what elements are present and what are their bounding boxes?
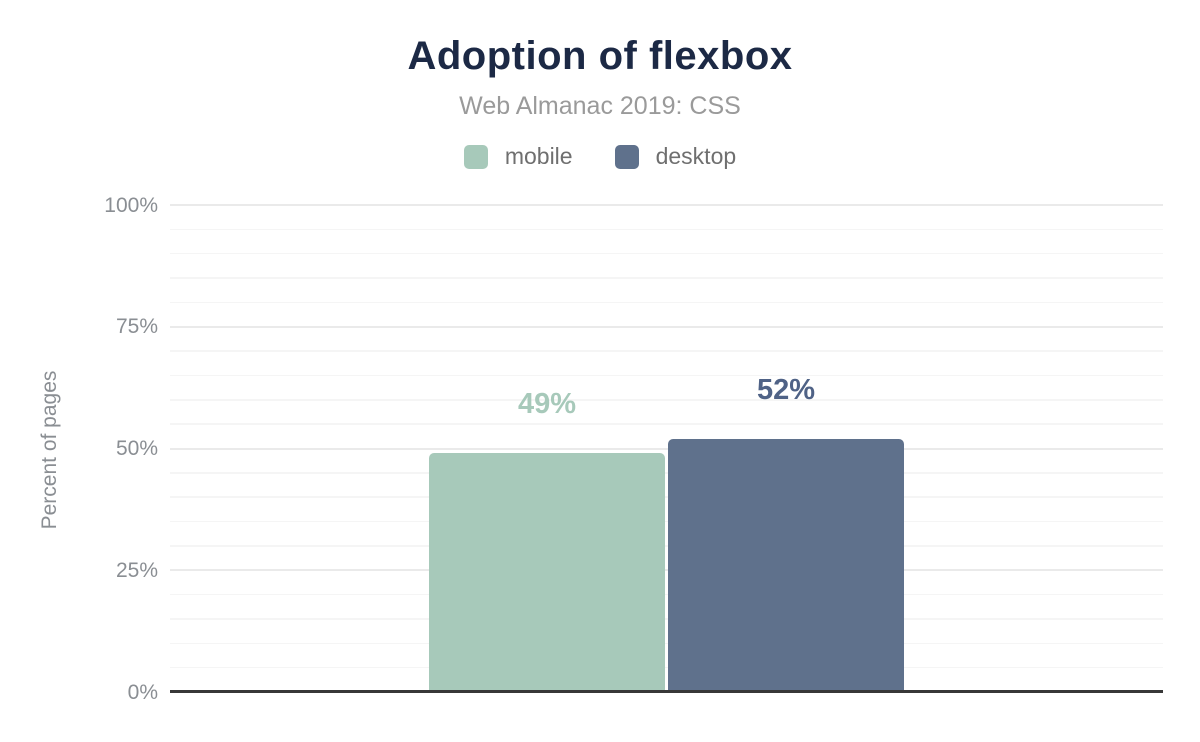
legend-label-desktop: desktop xyxy=(655,143,737,169)
desktop-series-swatch-icon xyxy=(614,144,639,169)
x-axis-line xyxy=(170,690,1163,693)
gridline-10 xyxy=(170,642,1163,645)
gridline-50 xyxy=(170,447,1163,450)
legend-label-mobile: mobile xyxy=(504,143,573,169)
mobile-series-swatch-icon xyxy=(463,144,488,169)
gridline-25 xyxy=(170,569,1163,572)
gridline-45 xyxy=(170,472,1163,474)
gridline-30 xyxy=(170,545,1163,547)
gridline-5 xyxy=(170,666,1163,669)
chart-subtitle: Web Almanac 2019: CSS xyxy=(459,92,741,120)
gridline-65 xyxy=(170,374,1163,377)
gridline-100 xyxy=(170,204,1163,206)
gridline-70 xyxy=(170,350,1163,352)
gridline-90 xyxy=(170,252,1163,255)
gridline-80 xyxy=(170,301,1163,304)
y-tick-label-75%: 75% xyxy=(115,315,158,339)
gridline-55 xyxy=(170,423,1163,425)
bar-mobile[interactable] xyxy=(429,453,665,692)
bar-value-label-desktop: 52% xyxy=(756,373,816,406)
gridline-75 xyxy=(170,325,1163,328)
y-tick-label-50%: 50% xyxy=(115,437,158,460)
gridline-40 xyxy=(170,496,1163,498)
y-tick-label-0%: 0% xyxy=(127,680,158,704)
legend-item-mobile[interactable]: mobile xyxy=(463,143,573,170)
plot-area: 49% 52% xyxy=(170,204,1163,693)
gridline-35 xyxy=(170,520,1163,523)
y-tick-label-100%: 100% xyxy=(104,193,158,217)
gridline-15 xyxy=(170,618,1163,620)
legend: mobile desktop xyxy=(0,143,1200,170)
gridline-85 xyxy=(170,277,1163,279)
gridline-60 xyxy=(170,399,1163,401)
y-axis-title: Percent of pages xyxy=(38,370,61,530)
gridline-95 xyxy=(170,228,1163,231)
bar-value-label-mobile: 49% xyxy=(517,388,577,421)
chart-title: Adoption of flexbox xyxy=(407,34,793,78)
legend-item-desktop[interactable]: desktop xyxy=(614,143,737,170)
bar-desktop[interactable] xyxy=(668,438,904,692)
gridline-20 xyxy=(170,593,1163,596)
y-tick-label-25%: 25% xyxy=(115,558,158,582)
